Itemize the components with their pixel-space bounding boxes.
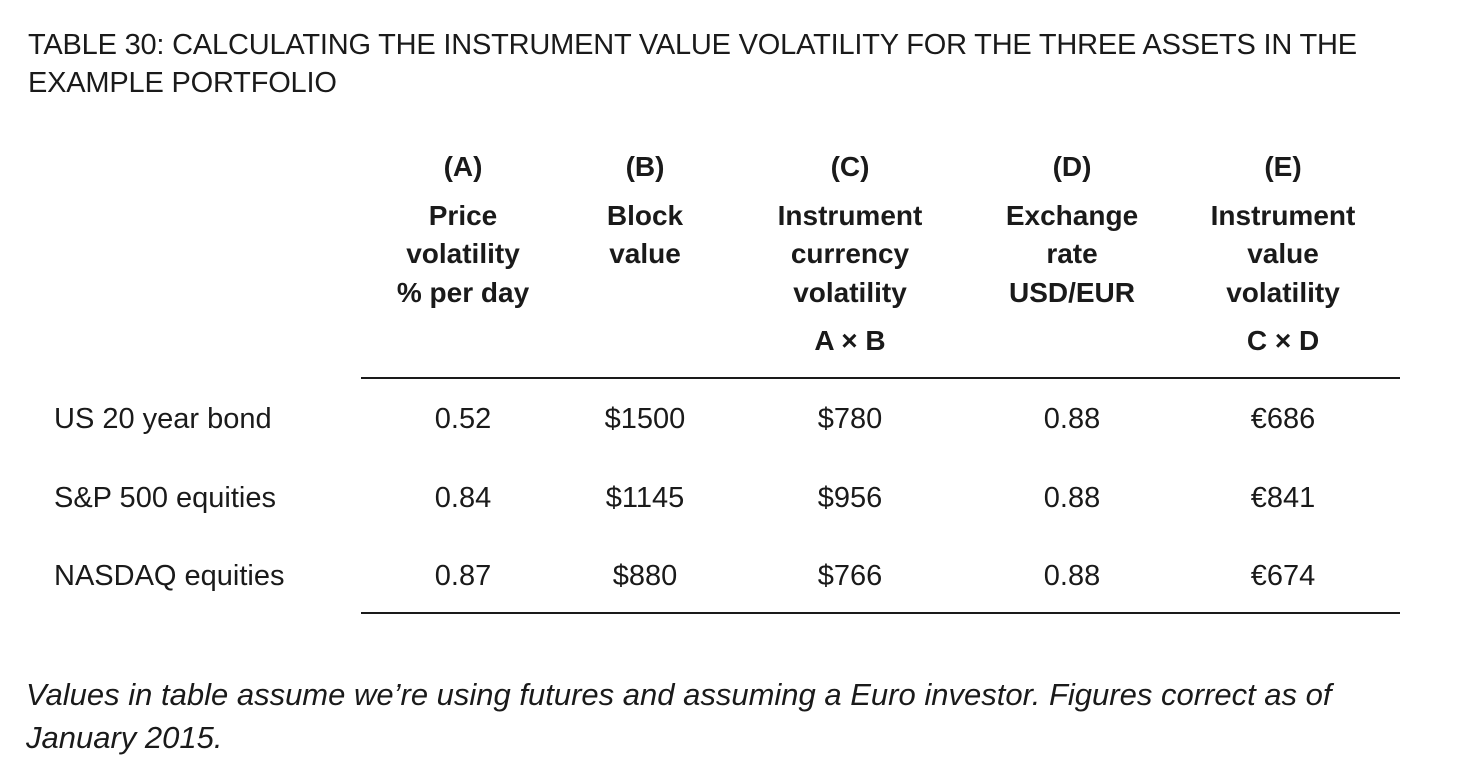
table-cell: $956: [817, 482, 883, 514]
table-bottom-rule: [361, 612, 1400, 614]
column-description: Block value: [606, 199, 684, 270]
table-cell: €686: [1250, 403, 1316, 435]
table-cell: $1145: [605, 482, 685, 514]
table-cell: $1500: [604, 403, 686, 435]
column-formula: C × D: [1246, 325, 1320, 356]
column-header-c: (C) Instrument currency volatility A × B: [750, 148, 950, 361]
table-cell: $780: [817, 403, 883, 435]
column-header-a: (A) Price volatility % per day: [363, 148, 563, 312]
table-cell: €674: [1250, 560, 1316, 592]
row-label: US 20 year bond: [54, 403, 272, 435]
column-letter: (E): [1264, 151, 1302, 182]
column-header-d: (D) Exchange rate USD/EUR: [972, 148, 1172, 312]
column-description: Instrument currency volatility: [777, 199, 923, 308]
row-label: NASDAQ equities: [54, 560, 285, 592]
column-formula: A × B: [814, 325, 886, 356]
table-cell: 0.88: [1043, 482, 1101, 514]
column-letter: (D): [1052, 151, 1092, 182]
table-title: TABLE 30: CALCULATING THE INSTRUMENT VAL…: [28, 29, 1357, 99]
column-header-b: (B) Block value: [545, 148, 745, 274]
table-cell: 0.88: [1043, 403, 1101, 435]
table-top-rule: [361, 377, 1400, 379]
table-cell: $766: [817, 560, 883, 592]
column-description: Instrument value volatility: [1210, 199, 1356, 308]
table-cell: $880: [612, 560, 678, 592]
table-cell: 0.88: [1043, 560, 1101, 592]
table-cell: 0.52: [434, 403, 492, 435]
column-description: Exchange rate USD/EUR: [1005, 199, 1139, 308]
column-description: Price volatility % per day: [396, 199, 530, 308]
table-cell: 0.84: [434, 482, 492, 514]
column-letter: (A): [443, 151, 483, 182]
table-footnote: Values in table assume we’re using futur…: [26, 677, 1332, 755]
column-letter: (B): [625, 151, 665, 182]
table-cell: 0.87: [434, 560, 492, 592]
column-header-e: (E) Instrument value volatility C × D: [1183, 148, 1383, 361]
column-letter: (C): [830, 151, 870, 182]
row-label: S&P 500 equities: [54, 482, 276, 514]
table-cell: €841: [1250, 482, 1316, 514]
